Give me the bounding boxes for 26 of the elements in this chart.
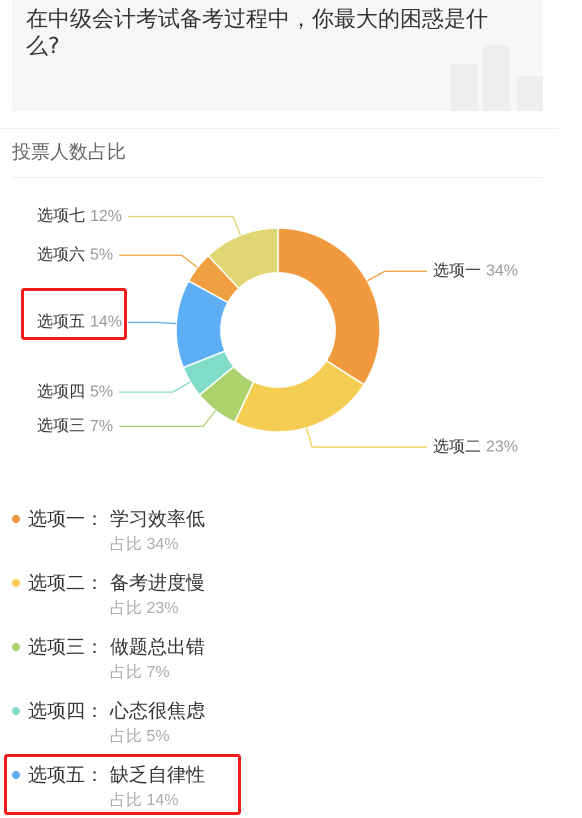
text: 选项四： 心态很焦虑	[28, 699, 206, 724]
data-label: 12%	[90, 208, 122, 225]
text: 占比 23%	[110, 598, 178, 619]
data-label: 5%	[90, 246, 114, 264]
text: 选项一： 学习效率低	[28, 507, 206, 532]
data-label: 14%	[90, 314, 122, 331]
text: 占比 14%	[110, 790, 178, 811]
slice-label: 选项四	[37, 381, 85, 400]
text: 占比 34%	[110, 534, 178, 555]
slice-label: 选项三	[37, 416, 85, 435]
text: 占比 7%	[110, 662, 170, 683]
chart-title: 在中级会计考试备考过程中，你最大的困惑是什么?	[26, 6, 489, 60]
data-label: 5%	[90, 384, 114, 401]
slice-label: 选项六	[37, 244, 85, 264]
slice-label: 选项二	[433, 436, 481, 456]
slice-label: 选项五	[37, 311, 85, 330]
data-label: 7%	[90, 418, 114, 435]
text: 选项三： 做题总出错	[28, 635, 206, 660]
text: 占比 5%	[110, 726, 170, 747]
slice-label: 选项一	[433, 260, 481, 280]
text: 选项二： 备考进度慢	[28, 571, 206, 596]
text: 选项五： 缺乏自律性	[28, 763, 206, 788]
slice-label: 选项七	[37, 206, 85, 225]
data-label: 34%	[486, 262, 518, 280]
chart-subtitle: 投票人数占比	[12, 140, 126, 164]
data-label: 23%	[486, 438, 518, 456]
